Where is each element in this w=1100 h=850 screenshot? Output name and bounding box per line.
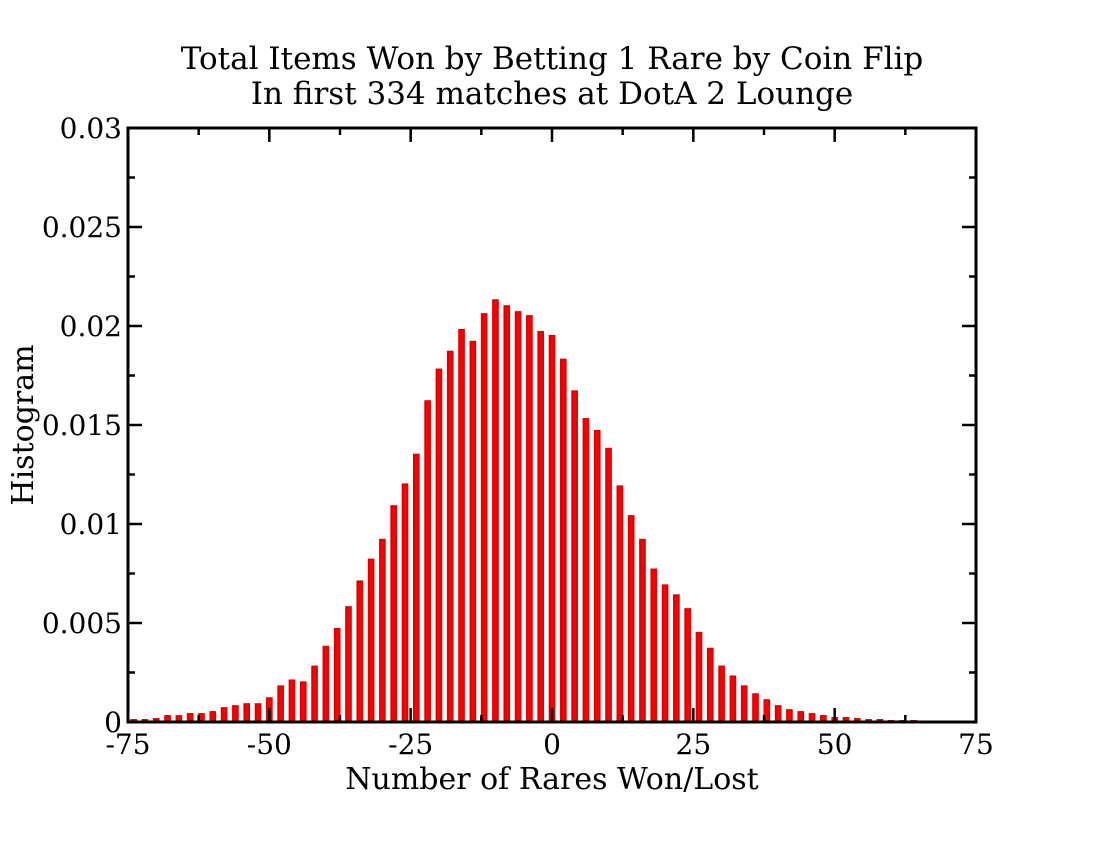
histogram-bar — [684, 608, 692, 724]
x-tick-label: 0 — [543, 728, 561, 761]
histogram-bar — [571, 390, 578, 723]
histogram-bar — [718, 665, 725, 723]
histogram-bar — [367, 558, 375, 724]
histogram-bar — [492, 299, 499, 723]
histogram-bar — [401, 483, 409, 723]
histogram-bar — [740, 685, 748, 723]
histogram-bar — [480, 313, 488, 723]
histogram-bar — [514, 311, 522, 723]
histogram-bar — [288, 679, 296, 723]
y-tick-label: 0.015 — [42, 409, 122, 442]
histogram-bar — [345, 606, 352, 723]
x-axis-label: Number of Rares Won/Lost — [345, 762, 758, 797]
histogram-bar — [311, 665, 318, 723]
histogram-bar — [299, 681, 307, 724]
histogram-bar — [627, 515, 635, 724]
y-tick-label: 0 — [104, 706, 122, 739]
x-tick-label: 50 — [817, 728, 853, 761]
histogram-bar — [469, 340, 477, 723]
x-tick-label: 25 — [676, 728, 712, 761]
histogram-bar — [673, 594, 680, 724]
histogram-bar — [695, 631, 703, 724]
y-tick-label: 0.005 — [42, 607, 122, 640]
histogram-bar — [379, 538, 386, 724]
histogram-bar — [774, 705, 782, 723]
histogram-bar — [650, 568, 658, 723]
histogram-bar — [220, 707, 228, 724]
histogram-bar — [356, 580, 364, 723]
y-tick-labels: 0 0.005 0.01 0.015 0.02 0.025 0.03 — [42, 112, 122, 739]
x-tick-label: -75 — [105, 728, 150, 761]
histogram-bar — [424, 400, 431, 723]
histogram-bar — [503, 305, 511, 723]
histogram-bar — [639, 538, 646, 724]
ticks-group — [126, 126, 978, 724]
histogram-bar — [333, 627, 341, 723]
histogram-bar — [435, 368, 443, 723]
y-tick-label: 0.03 — [60, 112, 122, 145]
histogram-bar — [616, 485, 624, 723]
x-tick-label: -25 — [388, 728, 433, 761]
histogram-bar — [706, 647, 714, 723]
chart-subtitle: In first 334 matches at DotA 2 Lounge — [251, 76, 854, 112]
y-tick-label: 0.01 — [60, 508, 122, 541]
histogram-bar — [243, 703, 251, 723]
y-tick-label: 0.025 — [42, 211, 122, 244]
histogram-bar — [752, 693, 759, 724]
x-tick-label: 75 — [958, 728, 994, 761]
chart-title: Total Items Won by Betting 1 Rare by Coi… — [181, 41, 924, 77]
x-tick-labels: -75 -50 -25 0 25 50 75 — [105, 728, 993, 761]
histogram-bar — [559, 358, 567, 723]
x-tick-label: -50 — [247, 728, 292, 761]
histogram-bar — [548, 334, 556, 723]
histogram-bar — [582, 418, 590, 723]
y-axis-label: Histogram — [6, 344, 41, 505]
histogram-bar — [458, 328, 465, 723]
y-tick-label: 0.02 — [60, 310, 122, 343]
histogram-bar — [254, 703, 262, 723]
bars-group — [130, 299, 918, 724]
histogram-bar — [412, 453, 420, 723]
histogram-bar — [232, 705, 239, 723]
histogram-bar — [661, 584, 669, 723]
histogram-bar — [277, 685, 284, 723]
histogram-bar — [786, 709, 793, 723]
histogram-bar — [605, 447, 612, 723]
histogram-bar — [390, 505, 398, 723]
histogram-bar — [322, 645, 330, 724]
histogram-bar — [537, 330, 545, 723]
histogram-bar — [593, 429, 601, 723]
histogram-bar — [729, 675, 737, 724]
histogram-bar — [526, 315, 533, 723]
histogram-bar — [446, 350, 454, 723]
